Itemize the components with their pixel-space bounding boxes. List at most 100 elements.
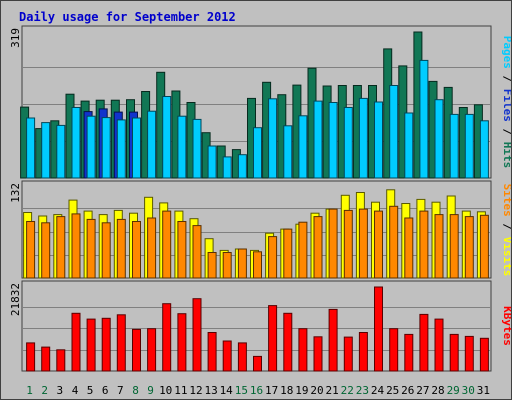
bar-sites-8: [132, 221, 141, 279]
bar-pages-30: [464, 113, 474, 179]
x-tick-label-7: 7: [117, 384, 124, 397]
bar-sites-9: [147, 217, 157, 279]
bar-kbytes-29: [449, 333, 459, 372]
x-tick-label-27: 27: [416, 384, 429, 397]
bar-sites-24: [374, 210, 383, 279]
bar-sites-30: [464, 216, 474, 279]
bar-pages-29: [449, 113, 459, 179]
bar-pages-8: [132, 117, 141, 179]
x-tick-label-12: 12: [189, 384, 202, 397]
bar-sites-14: [222, 252, 232, 279]
bar-sites-29: [449, 214, 459, 279]
bar-sites-15: [237, 248, 247, 279]
bar-kbytes-4: [71, 312, 81, 372]
bar-kbytes-2: [41, 346, 51, 372]
bar-kbytes-12: [192, 298, 202, 372]
bar-pages-13: [207, 145, 217, 179]
bar-pages-20: [313, 100, 323, 179]
x-tick-label-5: 5: [87, 384, 94, 397]
bar-pages-10: [162, 96, 172, 179]
legend-hits: Hits: [501, 142, 511, 169]
bar-pages-17: [268, 98, 278, 179]
legend-separator: /: [501, 69, 511, 89]
bar-kbytes-27: [419, 313, 429, 372]
x-tick-label-15: 15: [235, 384, 248, 397]
x-tick-label-19: 19: [295, 384, 308, 397]
bar-sites-13: [207, 252, 217, 279]
bar-pages-14: [222, 156, 232, 179]
bar-kbytes-16: [253, 355, 262, 372]
x-tick-label-4: 4: [72, 384, 79, 397]
bar-pages-4: [71, 107, 81, 179]
bar-sites-3: [56, 216, 66, 279]
bar-sites-23: [358, 208, 368, 279]
bar-sites-1: [26, 221, 36, 279]
bar-sites-25: [389, 205, 399, 279]
bar-pages-28: [434, 99, 444, 179]
legend-visits: Visits: [501, 237, 511, 277]
bar-sites-10: [162, 210, 172, 279]
x-tick-label-30: 30: [462, 384, 475, 397]
bar-kbytes-7: [116, 314, 126, 372]
x-tick-label-23: 23: [356, 384, 369, 397]
bar-pages-2: [41, 122, 51, 179]
bar-pages-19: [298, 115, 308, 179]
bar-pages-3: [56, 124, 66, 179]
legend-kbytes: KBytes: [501, 306, 511, 346]
bar-pages-9: [147, 110, 157, 179]
x-tick-label-22: 22: [341, 384, 354, 397]
bar-sites-7: [116, 218, 126, 279]
bar-kbytes-30: [464, 335, 474, 372]
bar-kbytes-24: [374, 286, 383, 372]
bar-pages-25: [389, 85, 399, 179]
bar-kbytes-1: [26, 342, 36, 372]
bar-pages-12: [192, 118, 202, 179]
legend-separator: /: [501, 217, 511, 237]
bar-kbytes-13: [207, 332, 217, 372]
bar-kbytes-15: [237, 342, 247, 372]
bar-sites-17: [268, 236, 278, 279]
bar-pages-15: [237, 154, 247, 179]
bar-pages-18: [283, 125, 293, 179]
bar-kbytes-26: [404, 333, 414, 372]
x-tick-label-17: 17: [265, 384, 278, 397]
bar-sites-31: [479, 214, 489, 279]
bar-kbytes-17: [268, 305, 278, 372]
bar-kbytes-3: [56, 349, 66, 372]
ymax-label-kbytes: 21832: [9, 283, 22, 316]
bar-sites-16: [253, 251, 262, 279]
legend-kbytes: KBytes: [501, 306, 511, 346]
bar-kbytes-14: [222, 340, 232, 372]
bar-kbytes-20: [313, 336, 323, 372]
bar-kbytes-8: [132, 328, 141, 372]
legend-pages: Pages: [501, 36, 511, 69]
ymax-label-hits-files-pages: 319: [9, 28, 22, 48]
bar-kbytes-10: [162, 303, 172, 372]
x-tick-label-26: 26: [401, 384, 414, 397]
x-tick-label-11: 11: [174, 384, 187, 397]
x-tick-label-14: 14: [220, 384, 234, 397]
bar-kbytes-25: [389, 328, 399, 372]
x-tick-label-28: 28: [431, 384, 444, 397]
bar-kbytes-5: [86, 318, 96, 372]
legend-hits-files-pages: Pages / Files / Hits: [501, 36, 511, 169]
bar-sites-12: [192, 225, 202, 279]
bar-sites-28: [434, 214, 444, 279]
x-tick-label-21: 21: [325, 384, 338, 397]
bar-pages-24: [374, 101, 383, 179]
x-tick-label-8: 8: [132, 384, 139, 397]
x-tick-label-13: 13: [204, 384, 217, 397]
bar-pages-27: [419, 59, 429, 179]
ymax-label-visits-sites: 132: [9, 183, 22, 203]
bar-pages-7: [116, 119, 126, 179]
bar-pages-21: [328, 102, 338, 179]
x-tick-label-31: 31: [477, 384, 490, 397]
bar-sites-21: [328, 208, 338, 279]
bar-kbytes-11: [177, 313, 187, 372]
x-tick-label-16: 16: [250, 384, 263, 397]
bar-sites-2: [41, 222, 51, 279]
bar-pages-22: [343, 107, 353, 179]
bar-sites-19: [298, 221, 308, 279]
